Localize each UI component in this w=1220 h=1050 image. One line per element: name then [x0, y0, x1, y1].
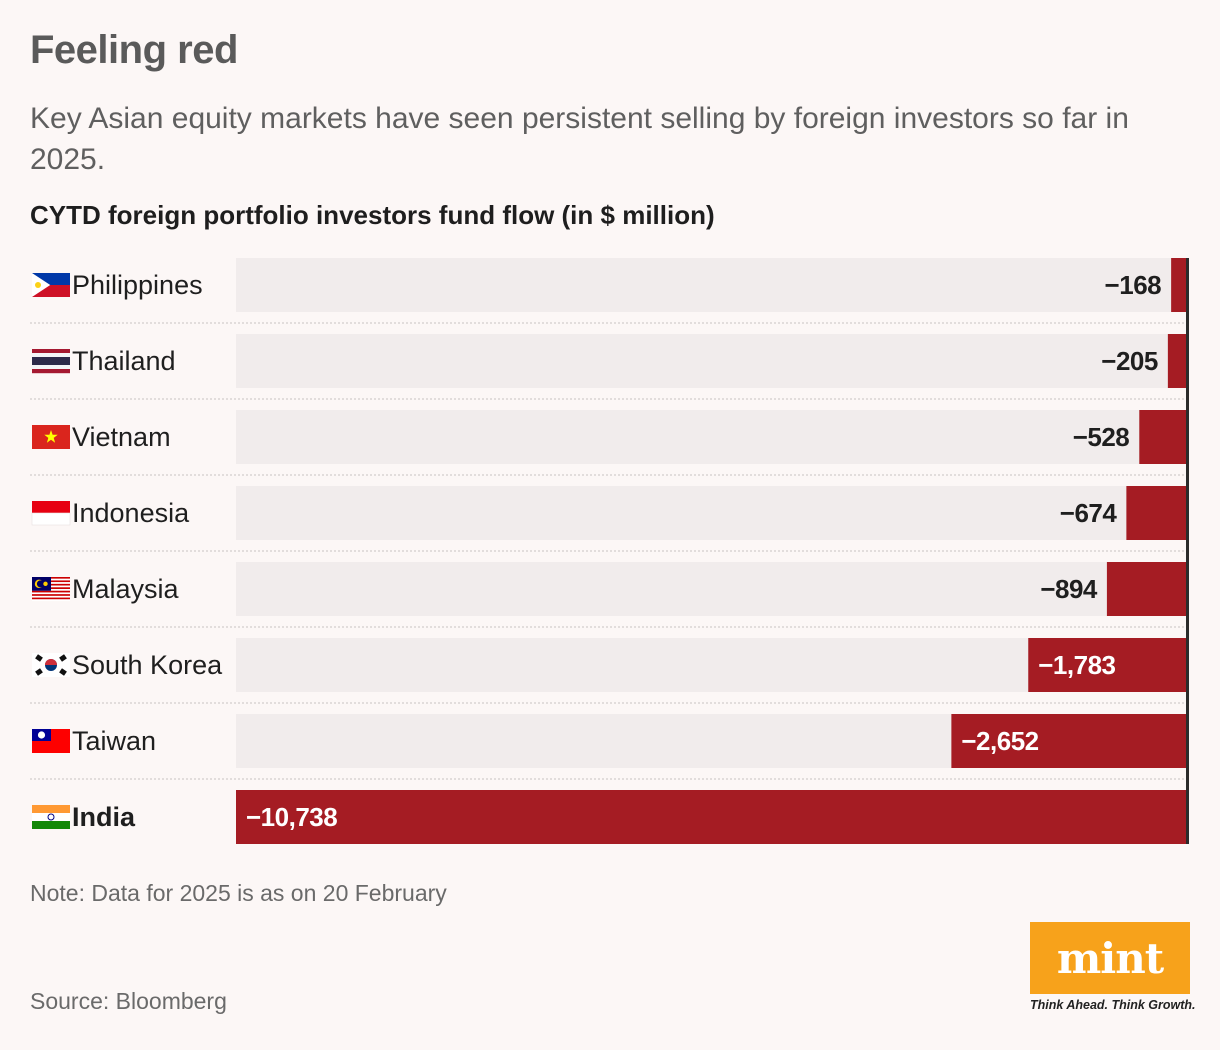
south-korea-flag-icon: [32, 653, 70, 677]
bar-row: Malaysia −894: [30, 562, 1186, 628]
category-label: Vietnam: [72, 422, 171, 452]
bar-malaysia: [1106, 562, 1186, 616]
bar-track: [236, 638, 1186, 692]
bar-row: Indonesia −674: [30, 486, 1186, 552]
bar-philippines: [1171, 258, 1186, 312]
bar-thailand: [1167, 334, 1186, 388]
bar-row: Vietnam −528: [30, 410, 1186, 476]
value-label: −168: [1105, 270, 1162, 300]
chart-subtitle: Key Asian equity markets have seen persi…: [30, 102, 1129, 176]
value-label: −2,652: [961, 726, 1038, 756]
vietnam-flag-icon: [32, 425, 70, 449]
category-label: Indonesia: [72, 498, 190, 528]
category-label: Thailand: [72, 346, 176, 376]
value-label: −205: [1101, 346, 1158, 376]
thailand-flag-icon: [32, 349, 70, 374]
india-flag-icon: [32, 805, 70, 829]
bar-track: [236, 410, 1186, 464]
bar-track: [236, 486, 1186, 540]
bar-row: Thailand −205: [30, 334, 1186, 400]
philippines-flag-icon: [32, 273, 70, 297]
bar-taiwan: [951, 714, 1186, 768]
chart-title: Feeling red: [30, 28, 238, 72]
bar-south-korea: [1028, 638, 1186, 692]
mint-logo: mint: [1030, 922, 1190, 994]
malaysia-flag-icon: [32, 577, 70, 602]
category-label: Philippines: [72, 270, 203, 300]
bar-track: [236, 334, 1186, 388]
bar-row: South Korea −1,783: [30, 638, 1186, 704]
source-credit: Source: Bloomberg: [30, 988, 227, 1014]
value-label: −674: [1060, 498, 1118, 528]
bar-row: Philippines −168: [30, 258, 1186, 324]
indonesia-flag-icon: [31, 501, 71, 526]
value-label: −1,783: [1038, 650, 1115, 680]
bar-india: [236, 790, 1186, 844]
footnote: Note: Data for 2025 is as on 20 February: [30, 880, 447, 906]
value-label: −10,738: [246, 802, 337, 832]
value-label: −894: [1040, 574, 1098, 604]
bar-row: India −10,738: [32, 790, 1186, 844]
value-label: −528: [1073, 422, 1130, 452]
bar-track: [236, 258, 1186, 312]
logo-tagline: Think Ahead. Think Growth.: [1030, 998, 1196, 1012]
category-label: Malaysia: [72, 574, 180, 604]
chart-heading: CYTD foreign portfolio investors fund fl…: [30, 200, 715, 230]
taiwan-flag-icon: [32, 729, 70, 753]
category-label: South Korea: [72, 650, 223, 680]
bar-chart: Philippines −168 Thailand −205 Vietnam −528 In…: [30, 258, 1189, 844]
bar-vietnam: [1139, 410, 1186, 464]
bar-indonesia: [1126, 486, 1186, 540]
bar-track: [236, 562, 1186, 616]
category-label: India: [72, 802, 136, 832]
category-label: Taiwan: [72, 726, 156, 756]
bar-row: Taiwan −2,652: [30, 714, 1186, 780]
